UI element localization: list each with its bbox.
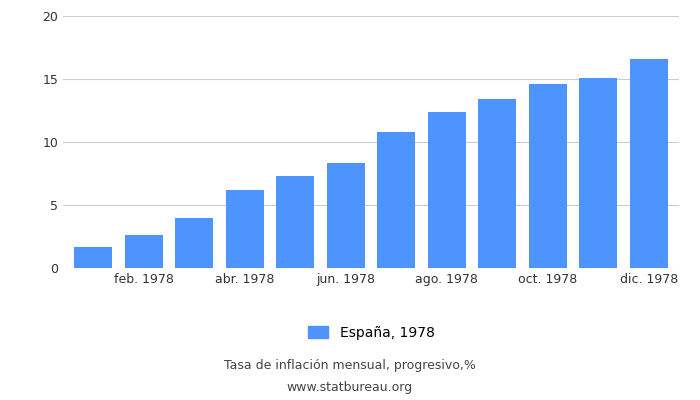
Bar (226, 190, 264, 268)
Legend: España, 1978: España, 1978 (302, 320, 440, 346)
Bar (276, 176, 314, 268)
Bar (175, 218, 214, 268)
Bar (528, 84, 567, 268)
Bar (74, 246, 112, 268)
Bar (377, 132, 415, 268)
Bar (630, 59, 668, 268)
Text: www.statbureau.org: www.statbureau.org (287, 382, 413, 394)
Bar (580, 78, 617, 268)
Text: Tasa de inflación mensual, progresivo,%: Tasa de inflación mensual, progresivo,% (224, 360, 476, 372)
Bar (327, 164, 365, 268)
Bar (478, 99, 516, 268)
Bar (428, 112, 466, 268)
Bar (125, 235, 162, 268)
